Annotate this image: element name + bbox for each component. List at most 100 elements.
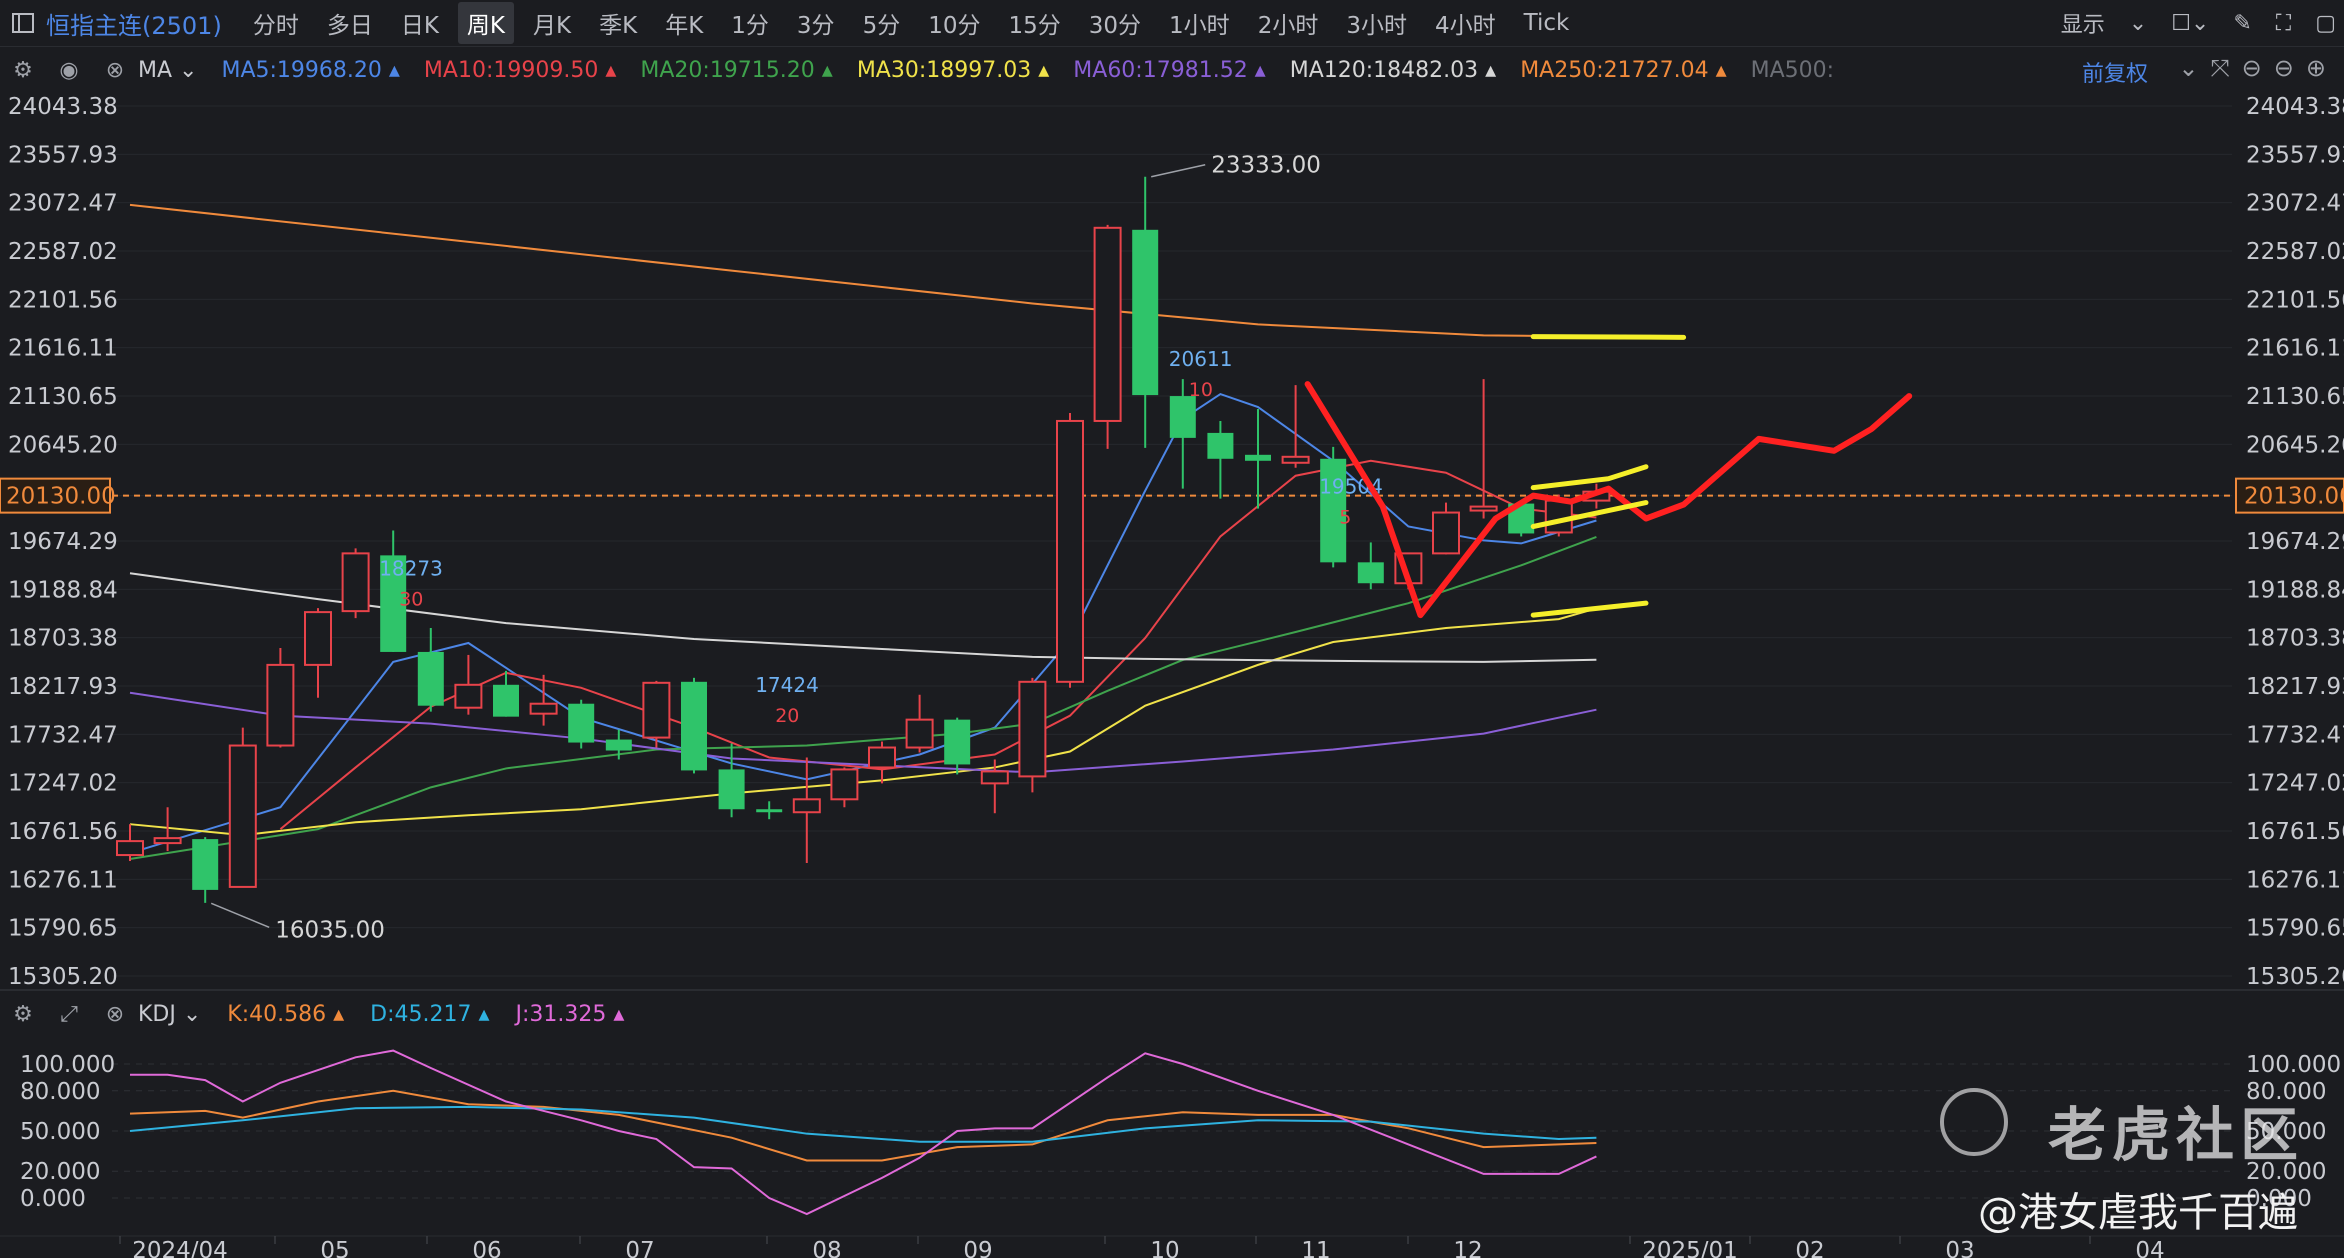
- tab-11[interactable]: 15分: [1008, 13, 1061, 39]
- yellow-support-line: [1530, 334, 1687, 340]
- candle-body: [718, 769, 745, 810]
- tab-5[interactable]: 季K: [599, 13, 638, 39]
- ma-line-ma60: [129, 691, 1597, 774]
- visibility-eye-icon[interactable]: ◉: [59, 57, 79, 83]
- tab-12[interactable]: 30分: [1088, 13, 1142, 39]
- time-tick-label: 08: [812, 1238, 841, 1258]
- ma-legend-item[interactable]: MA20:19715.20 ▴: [640, 57, 833, 83]
- candle-body: [1357, 562, 1384, 584]
- candle-body: [1018, 680, 1047, 778]
- tab-13[interactable]: 1小时: [1169, 13, 1230, 39]
- ma-legend-bar: ⚙ ◉ ⊗ MA ⌄ MA5:19968.20 ▴ MA10:19909.50 ▴…: [0, 48, 2344, 92]
- time-tick-label: 04: [2135, 1238, 2164, 1258]
- candle-body: [605, 739, 632, 751]
- chevron-down-icon[interactable]: ⌄: [2128, 10, 2148, 36]
- close-indicator-icon[interactable]: ⊗: [105, 57, 125, 83]
- tab-6[interactable]: 年K: [665, 13, 704, 39]
- candle-body: [1169, 396, 1196, 438]
- price-tick-label: 16276.11: [8, 867, 118, 893]
- display-menu[interactable]: 显示: [2060, 13, 2105, 38]
- panel-icon[interactable]: ▢: [2315, 10, 2336, 36]
- ma-legend-item[interactable]: MA5:19968.20 ▴: [221, 57, 400, 83]
- time-tick-label: 10: [1150, 1238, 1179, 1258]
- candle-body: [905, 718, 934, 749]
- ma-legend-item[interactable]: MA120:18482.03 ▴: [1289, 57, 1497, 83]
- ma-legend-item[interactable]: MA500:: [1750, 57, 1835, 83]
- kdj-legend-item[interactable]: J:31.325 ▴: [515, 1001, 625, 1027]
- candle-body: [454, 683, 483, 709]
- ma-legend-item[interactable]: MA250:21727.04 ▴: [1520, 57, 1727, 83]
- price-tick-label: 15790.65: [2246, 916, 2344, 942]
- ma-cross-label: 20611: [1169, 347, 1233, 371]
- candle-body: [1432, 511, 1460, 555]
- tab-2[interactable]: 日K: [400, 13, 439, 39]
- sidebar-toggle-icon[interactable]: [0, 0, 46, 46]
- kdj-close-icon[interactable]: ⊗: [105, 1001, 125, 1027]
- price-tick-label: 15305.20: [2246, 964, 2344, 990]
- kdj-tick-label: 100.000: [2246, 1052, 2341, 1078]
- ma-legend-item[interactable]: MA10:19909.50 ▴: [423, 57, 617, 83]
- ma-legend-item[interactable]: MA60:17981.52 ▴: [1073, 57, 1266, 83]
- layout-icon[interactable]: ☐⌄: [2171, 10, 2210, 36]
- tab-7[interactable]: 1分: [731, 13, 769, 39]
- price-tick-label: 19674.29: [8, 529, 118, 555]
- candle-body: [830, 768, 859, 801]
- tab-14[interactable]: 2小时: [1257, 13, 1319, 39]
- candle-body: [153, 837, 182, 845]
- price-tick-label: 16761.56: [8, 819, 118, 845]
- price-tick-label: 18217.93: [8, 674, 118, 700]
- candle-body: [980, 770, 1009, 785]
- price-tick-label: 21130.65: [8, 384, 118, 410]
- candle-body: [642, 681, 671, 739]
- time-tick-label: 06: [472, 1238, 501, 1258]
- tab-1[interactable]: 多日: [326, 13, 373, 39]
- tab-17[interactable]: Tick: [1523, 10, 1570, 36]
- yellow-support-line: [1530, 600, 1649, 618]
- toolbar-right: 显示 ⌄ ☐⌄ ✎ ⛶ ▢: [2061, 0, 2344, 46]
- candle-body: [1281, 455, 1310, 464]
- ma-line-ma5: [129, 392, 1597, 855]
- ma-line-ma250: [129, 203, 1597, 338]
- settings-gear-icon[interactable]: ⚙: [13, 57, 33, 83]
- price-tick-label: 21130.65: [2246, 384, 2344, 410]
- price-tick-label: 19188.84: [2246, 577, 2344, 603]
- tab-0[interactable]: 分时: [252, 13, 299, 39]
- time-tick-label: 2025/01: [1642, 1238, 1738, 1258]
- tab-9[interactable]: 5分: [862, 13, 901, 39]
- kdj-values: K:40.586 ▴ D:45.217 ▴ J:31.325 ▴: [227, 1002, 650, 1027]
- kdj-legend-item[interactable]: D:45.217 ▴: [370, 1001, 490, 1027]
- tab-4[interactable]: 月K: [533, 13, 572, 39]
- price-tick-label: 20645.20: [2246, 432, 2344, 458]
- tab-16[interactable]: 4小时: [1434, 13, 1496, 39]
- candle-body: [792, 798, 821, 814]
- expand-icon[interactable]: ⤢: [60, 1001, 78, 1027]
- ma-legend-item[interactable]: MA30:18997.03 ▴: [856, 57, 1050, 83]
- price-grid: [112, 105, 2232, 977]
- kdj-legend-item[interactable]: K:40.586 ▴: [227, 1001, 345, 1027]
- adjust-mode[interactable]: 前复权: [2081, 62, 2148, 87]
- yellow-support-line: [1530, 464, 1649, 491]
- fullscreen-icon[interactable]: ⛶: [2275, 10, 2292, 36]
- current-price-box: [0, 477, 111, 514]
- kdj-settings-icon[interactable]: ⚙: [13, 1001, 33, 1027]
- tab-8[interactable]: 3分: [796, 13, 835, 39]
- tab-15[interactable]: 3小时: [1346, 13, 1407, 39]
- kdj-selector[interactable]: KDJ ⌄: [138, 1001, 202, 1027]
- chart-controls-icons[interactable]: ⌄⤧⊖⊖⊕: [2178, 54, 2338, 82]
- current-price-box: [2235, 477, 2344, 514]
- ma-lines: [129, 203, 1597, 861]
- chart-annotations: 23333.0016035.00182733017424202061110195…: [210, 153, 1383, 943]
- time-tick-label: 09: [963, 1238, 992, 1258]
- price-tick-label: 17732.47: [8, 722, 118, 748]
- tab-3[interactable]: 周K: [457, 2, 514, 44]
- kdj-tick-label: 0.000: [2246, 1186, 2312, 1212]
- ma-selector[interactable]: MA ⌄: [138, 57, 198, 83]
- price-tick-label: 20645.20: [8, 432, 118, 458]
- candle-body: [116, 840, 144, 857]
- symbol-title[interactable]: 恒指主连(2501): [46, 11, 222, 40]
- ma-cross-label: 18273: [379, 556, 443, 580]
- tab-10[interactable]: 10分: [928, 13, 981, 39]
- draw-pen-icon[interactable]: ✎: [2233, 10, 2252, 36]
- candle-body: [681, 681, 707, 771]
